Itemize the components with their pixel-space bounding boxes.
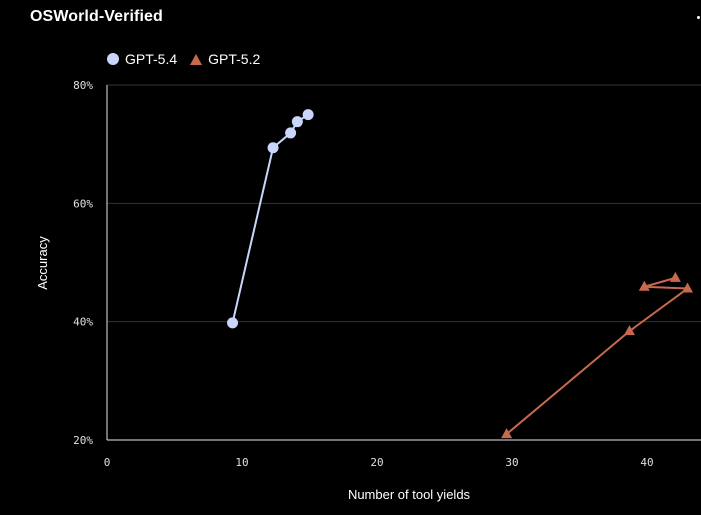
data-point[interactable] — [291, 116, 303, 128]
data-point[interactable] — [638, 280, 650, 291]
data-point[interactable] — [501, 428, 513, 439]
circle-marker-icon — [107, 53, 119, 65]
axes: 20% 40% 60% 80% 0 10 20 30 40 — [73, 79, 701, 469]
data-point[interactable] — [227, 317, 239, 329]
x-tick-label: 10 — [235, 456, 248, 469]
legend-label: GPT-5.2 — [208, 51, 261, 67]
x-tick-label: 30 — [505, 456, 518, 469]
legend-label: GPT-5.4 — [125, 51, 178, 67]
x-tick-label: 40 — [640, 456, 653, 469]
chart-title: OSWorld-Verified — [30, 8, 163, 25]
x-tick-label: 0 — [104, 456, 111, 469]
legend: GPT-5.4 GPT-5.2 — [107, 51, 273, 67]
data-point[interactable] — [267, 142, 279, 154]
grid-lines — [107, 84, 701, 323]
legend-item-gpt52[interactable]: GPT-5.2 — [190, 51, 260, 67]
series-line — [505, 276, 689, 435]
series — [227, 109, 693, 439]
data-point[interactable] — [682, 282, 693, 293]
data-point[interactable] — [285, 127, 297, 139]
x-tick-label: 20 — [370, 456, 383, 469]
triangle-marker-icon — [190, 53, 203, 65]
series-gpt-5-4 — [227, 109, 314, 329]
series-gpt-5-2 — [501, 271, 693, 439]
y-tick-label: 20% — [73, 434, 93, 447]
data-point[interactable] — [623, 325, 635, 336]
data-point[interactable] — [669, 271, 681, 282]
y-tick-label: 40% — [73, 316, 93, 329]
overflow-dot-icon — [697, 16, 700, 19]
data-point[interactable] — [302, 109, 314, 121]
y-axis-title: Accuracy — [35, 236, 50, 290]
legend-item-gpt54[interactable]: GPT-5.4 — [107, 51, 177, 67]
y-tick-label: 80% — [73, 79, 93, 92]
y-tick-label: 60% — [73, 197, 93, 210]
x-axis-title: Number of tool yields — [348, 487, 471, 502]
